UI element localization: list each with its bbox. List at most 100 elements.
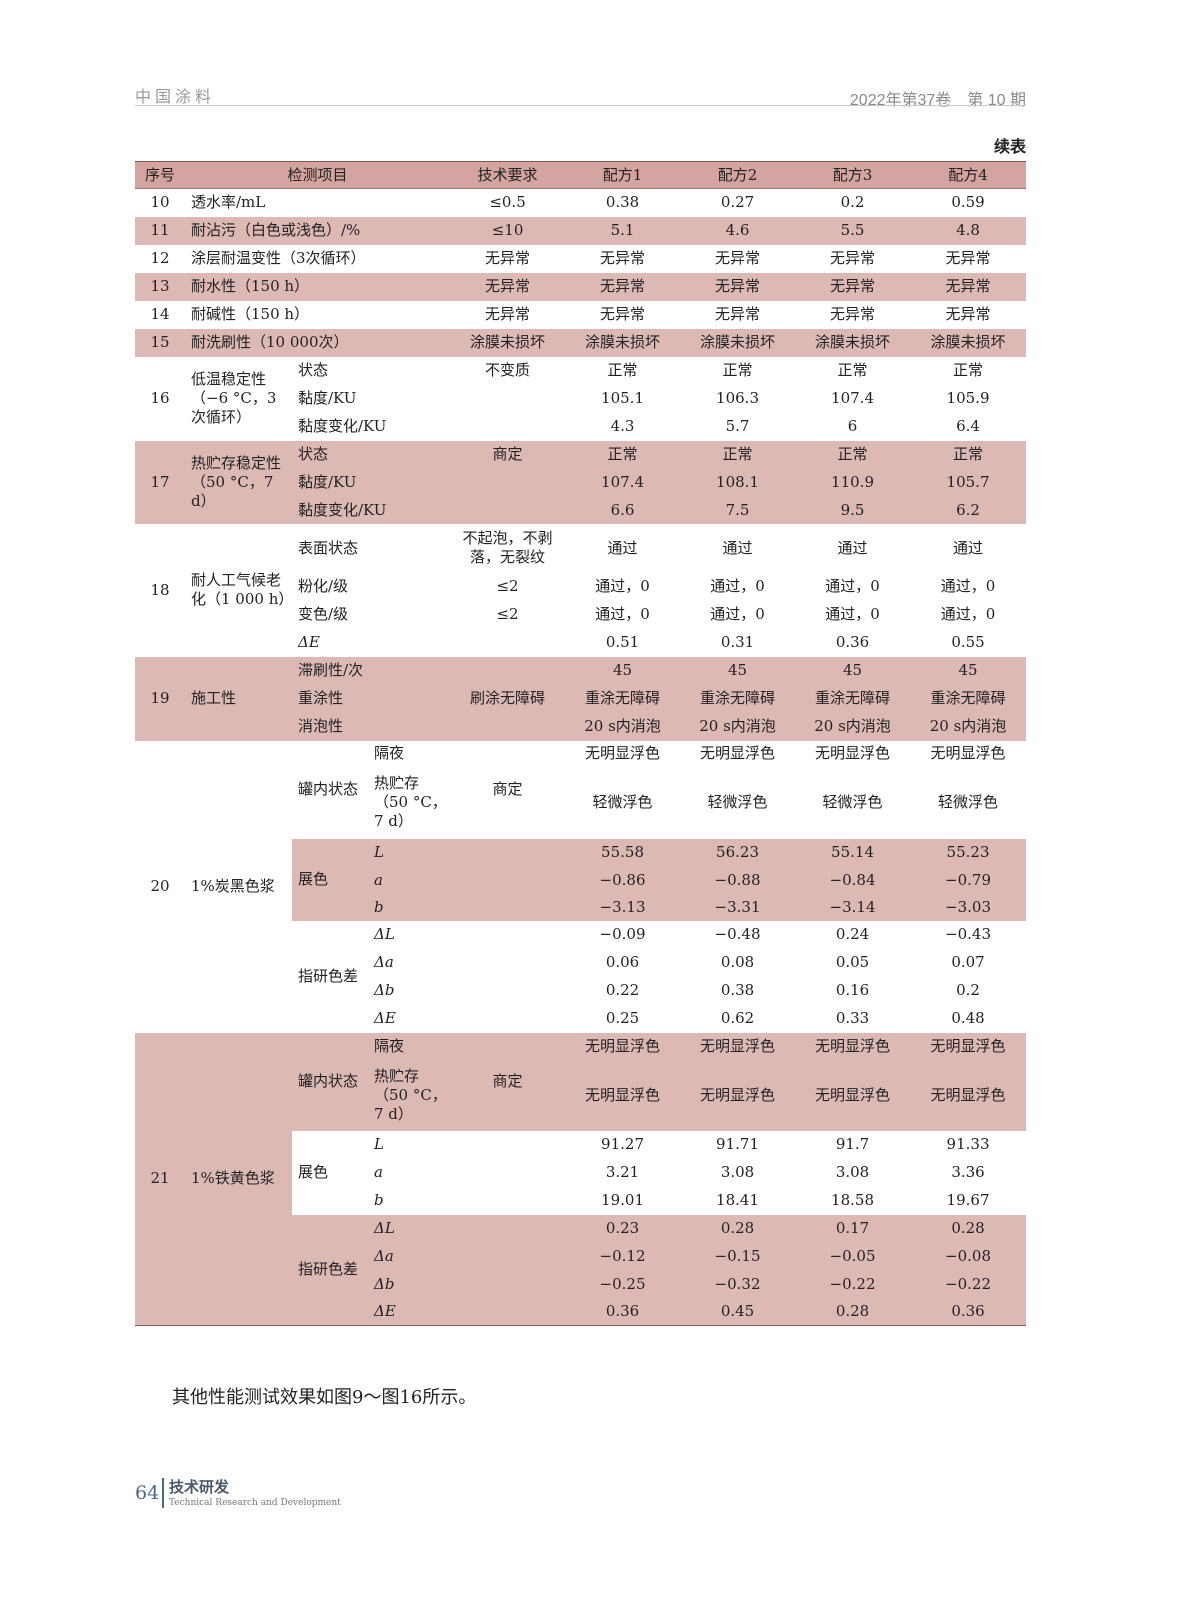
sub-sub-item: Δa [374,953,394,971]
table-row: 12 涂层耐温变性（3次循环） 无异常 无异常 无异常 无异常 无异常 [135,245,1026,273]
sub-sub-item: ΔL [374,925,395,943]
formula-value: 91.7 [835,1135,870,1153]
formula-value: 0.45 [680,1298,796,1326]
sub-item: 黏度/KU [292,468,451,497]
formula-value: 105.7 [910,468,1027,497]
formula-value: 6.4 [956,417,980,435]
requirement [450,838,566,867]
formula-value: 通过 [953,538,984,557]
item-name: 透水率/mL [191,193,266,212]
requirement [450,496,566,524]
table-row: 19 施工性 滞刷性/次 45 45 45 45 [135,656,1027,741]
formula-value: 3.21 [605,1163,640,1181]
formula-value: 无明显浮色 [565,1032,681,1061]
formula-value: 轻微浮色 [938,793,999,811]
formula-value: 18.58 [831,1191,874,1209]
requirement [450,629,565,657]
formula-value: 通过，0 [940,605,996,623]
sub-sub-item: 热贮存（50 °C，7 d） [368,1060,451,1131]
sub-sub-item: a [374,1163,383,1181]
formula-value: 无明显浮色 [815,744,891,762]
formula-value: 涂膜未损坏 [565,328,681,357]
sub-sub-item: ΔL [368,1214,451,1243]
footer-divider [162,1478,164,1508]
formula-value: −0.22 [795,1270,911,1299]
requirement: 不起泡，不剥落，无裂纹 [462,529,553,566]
formula-value: 重涂无障碍 [680,684,796,713]
sub-sub-item: b [374,1191,384,1209]
item-name: 热贮存稳定性（50 °C，7 d） [185,440,292,524]
formula-value: 重涂无障碍 [795,684,911,713]
formula-value: 通过 [722,538,753,557]
requirement [450,921,565,949]
sub-item: 消泡性 [292,712,451,741]
header-rule [135,105,1026,106]
table-row: 黏度变化/KU 6.6 7.5 9.5 6.2 [135,496,1027,524]
formula-value: 无异常 [795,272,911,301]
formula-value: 91.27 [601,1135,644,1153]
formula-value: 3.08 [720,1163,755,1181]
formula-value: 无明显浮色 [795,1032,911,1061]
requirement [450,1298,566,1326]
item-name: 低温稳定性（−6 °C，3次循环） [191,370,277,426]
formula-value: 108.1 [680,468,796,497]
table-row: 热贮存（50 °C，7 d） 无明显浮色 无明显浮色 无明显浮色 无明显浮色 [135,1060,1027,1131]
formula-value: 0.2 [840,193,865,212]
formula-value: −3.14 [795,893,911,921]
table-row: 指研色差 ΔL 0.23 0.28 0.17 0.28 [135,1214,1027,1326]
formula-value: 105.9 [946,389,990,407]
row-number: 20 [150,877,170,895]
item-name: 1%铁黄色浆 [185,1032,292,1326]
formula-value: 18.41 [716,1191,759,1209]
sub-sub-item: ΔE [368,1298,451,1326]
row-number: 21 [135,1032,185,1326]
formula-value: 无明显浮色 [680,1032,796,1061]
requirement [450,413,565,441]
sub-item: 黏度/KU [298,389,357,407]
issue-info: 2022年第37卷 第 10 期 [849,92,1026,109]
requirement: 商定 [450,1032,566,1131]
item-name: 1%炭黑色浆 [191,877,275,895]
requirement [450,1214,566,1243]
formula-value: 107.4 [565,468,681,497]
formula-value: 0.22 [605,981,640,999]
requirement [450,1005,565,1033]
requirement: 无异常 [450,272,566,301]
table-row: 13 耐水性（150 h） 无异常 无异常 无异常 无异常 无异常 [135,272,1027,301]
item-name: 耐沾污（白色或浅色）/% [185,216,451,245]
formula-value: −3.31 [680,893,796,921]
requirement [450,893,566,921]
formula-value: 0.62 [720,1009,755,1027]
formula-value: 通过，0 [825,577,880,595]
formula-value: 7.5 [680,496,796,524]
formula-value: 0.36 [910,1298,1027,1326]
table-row: 14 耐碱性（150 h） 无异常 无异常 无异常 无异常 无异常 [135,301,1026,329]
formula-value: 无明显浮色 [565,1060,681,1131]
formula-value: −0.05 [795,1242,911,1271]
formula-value: 107.4 [831,389,874,407]
formula-value: 无明显浮色 [585,744,661,762]
formula-value: 涂膜未损坏 [910,328,1027,357]
formula-value: 0.16 [835,981,870,999]
formula-value: −0.79 [910,866,1027,894]
formula-value: 4.3 [610,417,635,435]
formula-value: −0.12 [565,1242,681,1271]
requirement [450,385,565,413]
formula-value: 无明显浮色 [910,1060,1027,1131]
formula-value: 4.8 [910,216,1027,245]
sub-sub-item: ΔE [374,1009,396,1027]
requirement [450,712,566,741]
formula-value: 4.6 [680,216,796,245]
formula-value: 105.1 [601,389,644,407]
row-number: 14 [150,305,170,323]
sub-item: 变色/级 [298,605,349,623]
requirement [450,468,566,497]
formula-value: 无异常 [565,272,681,301]
requirement: 刷涂无障碍 [450,684,566,713]
sub-sub-item: Δa [368,1242,451,1271]
table-row: 热贮存（50 °C，7 d） 轻微浮色 轻微浮色 轻微浮色 轻微浮色 [135,767,1026,839]
formula-value: 45 [795,656,911,685]
row-number: 16 [150,389,170,407]
formula-value: 正常 [680,440,796,469]
formula-value: 无异常 [680,272,796,301]
